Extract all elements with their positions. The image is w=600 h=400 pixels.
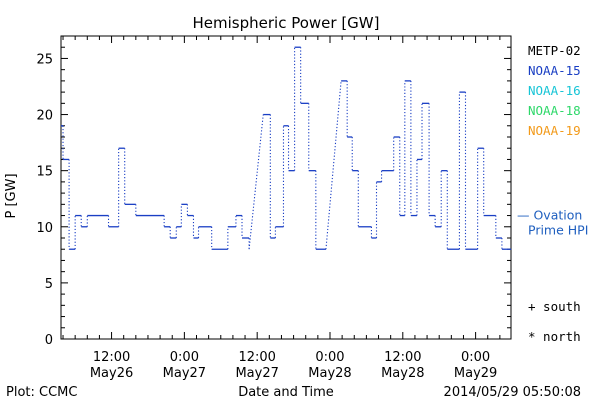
x-tick-date-label: May29: [454, 366, 497, 381]
x-tick-time-label: 0:00: [461, 350, 490, 365]
x-tick-date-label: May26: [90, 366, 133, 381]
x-tick-date-label: May27: [163, 366, 206, 381]
y-tick-label: 5: [45, 277, 53, 292]
legend-entry: NOAA-18: [528, 103, 581, 118]
series-ramp-segment: [325, 80, 342, 250]
ovation-label: — Ovation: [517, 208, 582, 223]
chart-title: Hemispheric Power [GW]: [193, 14, 380, 32]
series-0: [61, 46, 511, 250]
x-tick-date-label: May28: [308, 366, 351, 381]
x-tick-time-label: 12:00: [93, 350, 130, 365]
marker-north-label: * north: [528, 329, 581, 344]
x-tick-time-label: 0:00: [315, 350, 344, 365]
x-tick-time-label: 0:00: [170, 350, 199, 365]
y-tick-label: 20: [36, 109, 53, 124]
legend-entry: NOAA-16: [528, 83, 581, 98]
plot-source-label: Plot: CCMC: [6, 385, 77, 400]
ovation-label-line2: Prime HPI: [528, 223, 588, 238]
marker-south-label: + south: [528, 299, 581, 314]
legend-entry: NOAA-15: [528, 63, 581, 78]
x-tick-time-label: 12:00: [238, 350, 275, 365]
x-tick-time-label: 12:00: [384, 350, 421, 365]
y-tick-label: 0: [45, 333, 53, 348]
y-tick-label: 25: [36, 52, 53, 67]
x-tick-date-label: May27: [235, 366, 278, 381]
y-tick-label: 10: [36, 221, 53, 236]
series-ramp-segment: [248, 114, 264, 250]
x-tick-date-label: May28: [381, 366, 424, 381]
y-axis-label: P [GW]: [4, 173, 19, 218]
x-axis-label: Date and Time: [238, 385, 334, 400]
y-tick-label: 15: [36, 165, 53, 180]
legend-entry: NOAA-19: [528, 123, 581, 138]
plot-timestamp: 2014/05/29 05:50:08: [444, 385, 581, 400]
plot-frame: [60, 35, 512, 340]
legend-entry: METP-02: [528, 43, 581, 58]
